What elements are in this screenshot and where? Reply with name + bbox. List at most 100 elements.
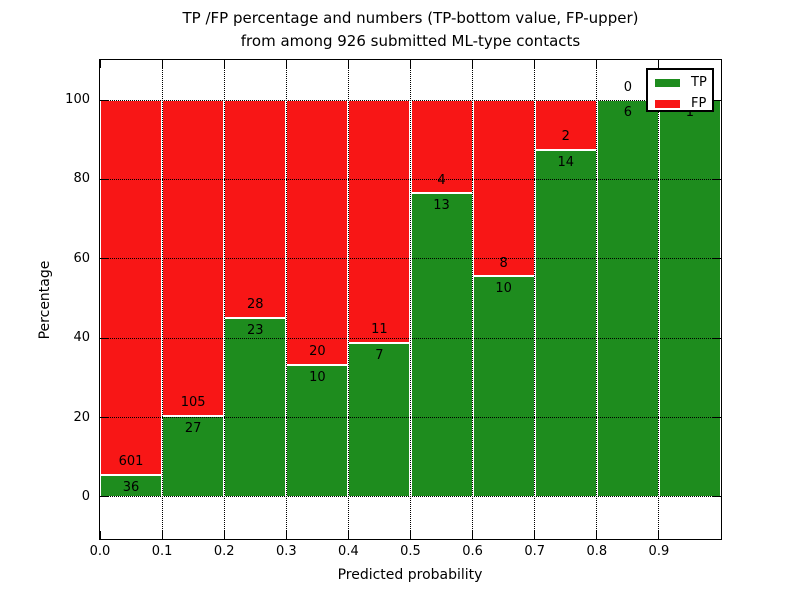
y-tick-label: 60	[73, 250, 90, 266]
gridline-vertical	[596, 60, 598, 539]
chart-title-line1: TP /FP percentage and numbers (TP-bottom…	[182, 9, 639, 27]
ticks-layer	[99, 60, 721, 539]
y-tick-left	[100, 258, 108, 260]
bar-label-tp: 23	[246, 322, 264, 338]
gridline-vertical	[534, 60, 536, 539]
grid-layer	[100, 60, 721, 539]
bar-segment-tp	[534, 149, 597, 497]
bar-segment-fp	[100, 100, 163, 475]
bars-layer	[100, 60, 721, 539]
x-tick-bottom	[285, 531, 287, 539]
y-tick-label: 0	[81, 488, 90, 504]
chart-title-line2: from among 926 submitted ML-type contact…	[240, 32, 581, 50]
y-tick-right	[713, 258, 721, 260]
y-axis-label: Percentage	[37, 260, 53, 340]
legend-swatch-fp-icon	[655, 100, 680, 108]
y-tick-right	[713, 337, 721, 339]
bar-label-fp: 0	[623, 79, 632, 95]
x-tick-top	[658, 60, 660, 68]
gridline-vertical	[410, 60, 411, 539]
x-tick-top	[534, 60, 536, 68]
legend: TP FP	[646, 68, 714, 112]
x-tick-bottom	[596, 531, 598, 539]
bar-segment-fp	[224, 100, 287, 318]
legend-label-fp: FP	[691, 96, 707, 111]
gridline-horizontal	[100, 417, 721, 419]
chart-title: TP /FP percentage and numbers (TP-bottom…	[0, 7, 800, 53]
y-tick-right	[713, 99, 721, 101]
bar-segment-tp	[472, 276, 535, 497]
x-tick-bottom	[347, 531, 349, 539]
x-tick-top	[223, 60, 225, 68]
y-tick-left	[100, 496, 108, 498]
bar-label-fp: 11	[371, 322, 388, 338]
gridline-horizontal	[100, 99, 721, 101]
bar-label-fp: 8	[499, 255, 508, 271]
y-tick-label: 100	[65, 92, 90, 108]
x-axis-label: Predicted probability	[337, 567, 483, 583]
x-tick-label: 0.0	[89, 544, 111, 559]
bar-label-tp: 6	[623, 105, 632, 121]
x-tick-bottom	[410, 531, 411, 539]
gridline-vertical	[347, 60, 349, 539]
legend-label-tp: TP	[691, 75, 707, 90]
x-tick-top	[161, 60, 163, 68]
y-tick-label: 40	[73, 330, 90, 346]
x-tick-top	[285, 60, 287, 68]
bar-segment-tp	[596, 100, 659, 497]
x-tick-bottom	[223, 531, 225, 539]
y-tick-right	[713, 178, 721, 180]
y-tick-right	[713, 417, 721, 419]
x-tick-top	[99, 60, 101, 68]
bar-label-fp: 2	[561, 129, 570, 145]
bar-label-tp: 10	[495, 281, 512, 297]
y-tick-label: 20	[73, 409, 90, 425]
x-tick-top	[347, 60, 349, 68]
bar-label-tp: 27	[184, 420, 202, 436]
legend-swatch-tp-icon	[655, 79, 680, 87]
bar-label-fp: 4	[437, 172, 446, 188]
y-tick-left	[100, 417, 108, 419]
gridline-vertical	[658, 60, 660, 539]
bar-segment-fp	[534, 100, 597, 150]
x-tick-label: 0.6	[462, 544, 483, 559]
legend-row-tp: TP	[655, 74, 712, 92]
gridline-vertical	[161, 60, 163, 539]
bar-label-tp: 7	[375, 347, 384, 363]
y-tick-left	[100, 178, 108, 180]
bar-segment-tp	[410, 193, 473, 497]
x-tick-bottom	[472, 531, 474, 539]
bar-segment-tp	[658, 100, 721, 497]
bar-segment-fp	[162, 100, 225, 416]
x-tick-bottom	[658, 531, 660, 539]
bar-segment-fp	[286, 100, 349, 365]
bar-segment-fp	[348, 100, 411, 343]
y-tick-label: 80	[73, 171, 90, 187]
gridline-horizontal	[100, 178, 721, 180]
legend-row-fp: FP	[655, 95, 712, 113]
x-tick-top	[410, 60, 411, 68]
y-tick-right	[713, 496, 721, 498]
bar-label-fp: 20	[309, 344, 326, 360]
bar-label-fp: 105	[180, 395, 206, 411]
x-tick-label: 0.3	[275, 544, 297, 559]
x-tick-top	[596, 60, 598, 68]
bar-label-tp: 36	[122, 479, 140, 495]
x-tick-label: 0.7	[524, 544, 546, 559]
plot-area: 6013610527282320101174138102140601 TP FP	[99, 59, 722, 540]
bar-segment-tp	[100, 474, 163, 497]
bar-segment-fp	[472, 100, 535, 277]
x-tick-bottom	[534, 531, 536, 539]
bar-label-tp: 10	[309, 369, 326, 385]
bar-segment-tp	[286, 364, 349, 497]
gridline-horizontal	[100, 258, 721, 260]
x-tick-label: 0.1	[151, 544, 173, 559]
bar-label-fp: 28	[246, 297, 264, 313]
x-tick-label: 0.4	[338, 544, 359, 559]
bar-label-fp: 601	[118, 454, 144, 469]
x-tick-bottom	[99, 531, 101, 539]
bar-label-tp: 13	[433, 198, 450, 214]
x-tick-label: 0.9	[648, 544, 670, 559]
gridline-vertical	[223, 60, 225, 539]
